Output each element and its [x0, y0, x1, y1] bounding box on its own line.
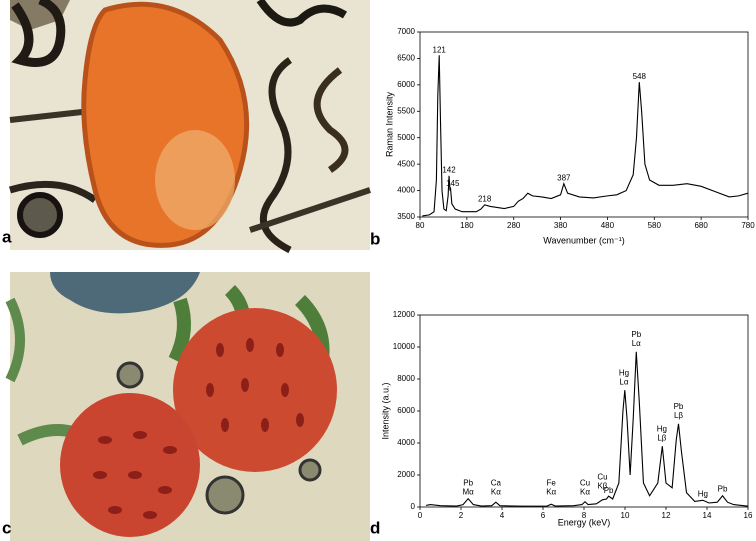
peak-label: Pb — [718, 485, 728, 494]
x-tick-label: 80 — [416, 221, 425, 230]
y-tick-label: 4500 — [397, 159, 415, 168]
y-tick-label: 5000 — [397, 133, 415, 142]
y-tick-label: 8000 — [397, 374, 415, 383]
x-tick-label: 280 — [507, 221, 521, 230]
peak-label: 145 — [446, 179, 460, 188]
x-tick-label: 380 — [554, 221, 568, 230]
peak-label: Pb — [604, 486, 614, 495]
peak-label: Mα — [463, 488, 475, 497]
x-tick-label: 4 — [500, 511, 505, 520]
peak-label: Cu — [580, 479, 590, 488]
y-tick-label: 7000 — [397, 27, 415, 36]
x-axis-label: Energy (keV) — [558, 517, 611, 527]
peak-label: 548 — [633, 72, 647, 81]
x-tick-label: 180 — [460, 221, 474, 230]
peak-label: Hg — [698, 489, 708, 498]
peak-label: 121 — [433, 46, 447, 55]
peak-label: Pb — [463, 479, 473, 488]
spectrum-line — [426, 351, 749, 507]
photo-a — [8, 0, 371, 254]
peak-label: Hg — [657, 424, 667, 433]
panel-label: d — [370, 518, 380, 537]
x-tick-label: 680 — [694, 221, 708, 230]
y-tick-label: 10000 — [393, 342, 416, 351]
peak-label: Pb — [674, 402, 684, 411]
peak-label: Kα — [491, 488, 501, 497]
peak-label: Cu — [597, 472, 607, 481]
x-tick-label: 2 — [459, 511, 464, 520]
spectrum-line — [422, 55, 749, 217]
y-tick-label: 0 — [411, 502, 416, 511]
peak-label: Hg — [619, 368, 629, 377]
photo-c — [5, 272, 370, 541]
peak-label: Pb — [631, 330, 641, 339]
panel-label: c — [2, 518, 11, 537]
x-axis-label: Wavenumber (cm⁻¹) — [543, 235, 624, 245]
x-tick-label: 780 — [741, 221, 755, 230]
x-tick-label: 0 — [418, 511, 423, 520]
peak-label: 387 — [557, 174, 571, 183]
y-tick-label: 12000 — [393, 310, 416, 319]
y-axis-label: Raman Intensity — [384, 91, 394, 157]
plot-frame — [419, 31, 749, 218]
x-tick-label: 14 — [703, 511, 712, 520]
peak-label: 142 — [442, 166, 456, 175]
y-axis-label: Intensity (a.u.) — [380, 382, 390, 439]
peak-label: Lα — [619, 377, 628, 386]
y-tick-label: 6000 — [397, 406, 415, 415]
peak-label: 218 — [478, 195, 492, 204]
x-tick-label: 8 — [582, 511, 587, 520]
peak-label: Kβ — [597, 481, 607, 490]
x-tick-label: 12 — [662, 511, 671, 520]
peak-label: Kα — [580, 488, 590, 497]
x-tick-label: 580 — [648, 221, 662, 230]
y-tick-label: 5500 — [397, 106, 415, 115]
peak-label: Lα — [632, 339, 641, 348]
y-tick-label: 2000 — [397, 470, 415, 479]
y-tick-label: 4000 — [397, 186, 415, 195]
peak-label: Lβ — [657, 433, 666, 442]
peak-label: Lβ — [674, 411, 683, 420]
peak-label: Fe — [547, 479, 557, 488]
panel-label: b — [370, 229, 380, 248]
x-tick-label: 10 — [621, 511, 630, 520]
y-tick-label: 4000 — [397, 438, 415, 447]
peak-label: Ca — [491, 479, 502, 488]
y-tick-label: 6000 — [397, 80, 415, 89]
y-tick-label: 3500 — [397, 212, 415, 221]
peak-label: Kα — [546, 488, 556, 497]
y-tick-label: 6500 — [397, 54, 415, 63]
x-tick-label: 16 — [744, 511, 753, 520]
panel-label: a — [2, 227, 12, 246]
x-tick-label: 480 — [601, 221, 615, 230]
x-tick-label: 6 — [541, 511, 546, 520]
